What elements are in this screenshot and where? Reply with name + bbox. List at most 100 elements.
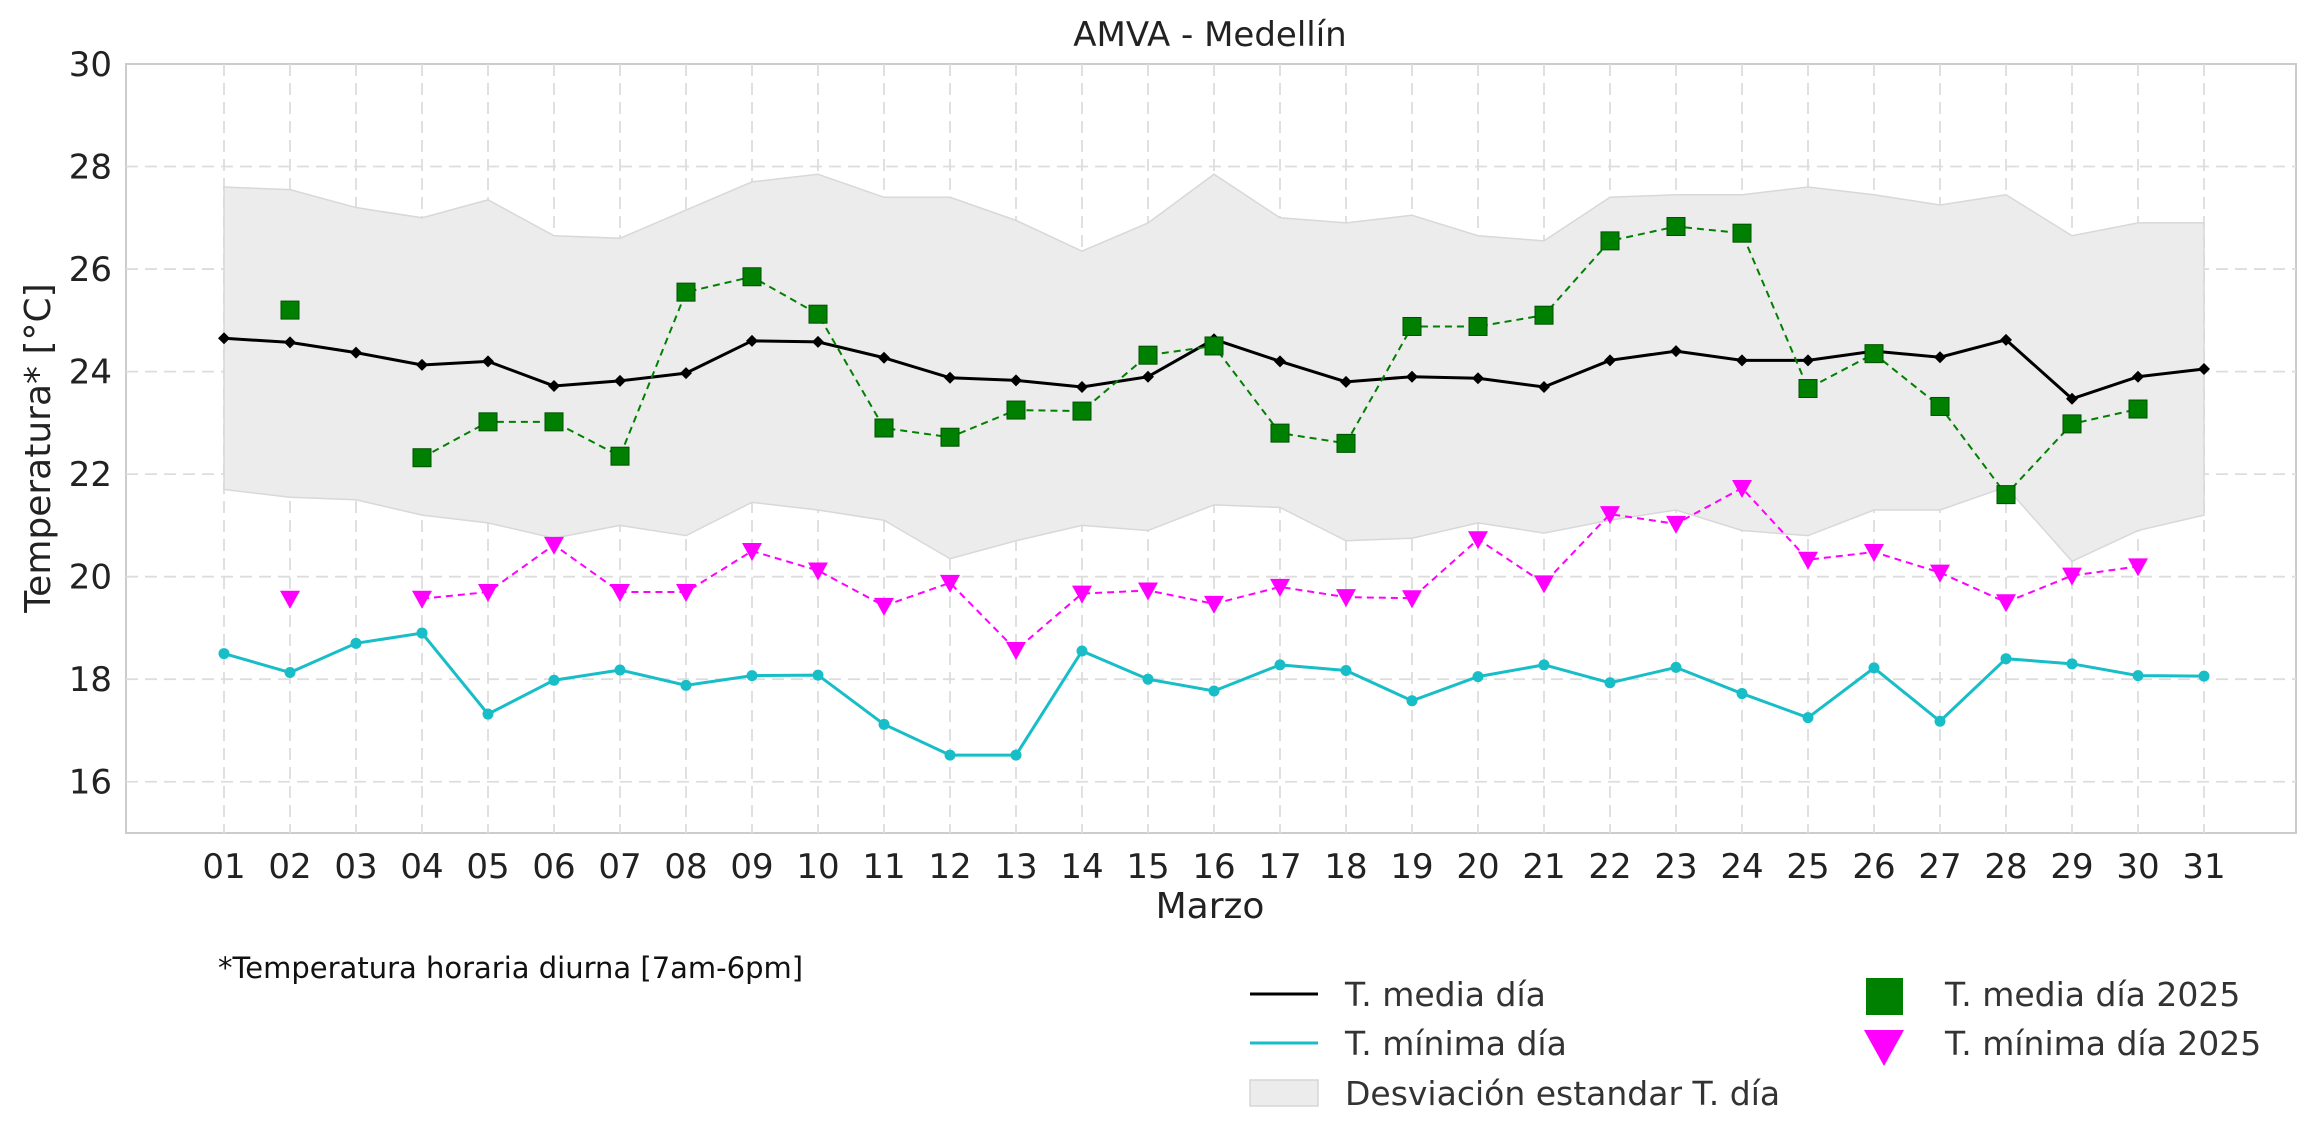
x-tick-label: 04 (400, 847, 443, 887)
data-point (1274, 355, 1286, 368)
data-point (548, 379, 560, 392)
data-point (746, 334, 758, 347)
series-layer (218, 217, 2210, 761)
footnote: *Temperatura horaria diurna [7am-6pm] (218, 951, 803, 985)
data-point (1006, 400, 1026, 420)
data-point (944, 371, 956, 384)
x-tick-label: 25 (1786, 847, 1829, 887)
series-1 (218, 627, 2210, 761)
x-tick-label: 03 (334, 847, 377, 887)
data-point (2062, 567, 2082, 586)
y-tick-label: 30 (69, 45, 112, 85)
data-point (1934, 351, 1946, 364)
y-tick-label: 18 (69, 660, 112, 700)
data-point (1010, 749, 1022, 761)
data-point (1600, 231, 1620, 251)
data-point (1142, 370, 1154, 383)
data-point (1736, 354, 1748, 367)
data-point (1138, 345, 1158, 365)
data-point (1402, 316, 1422, 336)
data-point (2132, 370, 2144, 383)
x-tick-label: 16 (1192, 847, 1235, 887)
data-point (2132, 670, 2144, 682)
data-point (1534, 305, 1554, 325)
data-point (940, 427, 960, 447)
data-point (1138, 582, 1158, 601)
y-tick-label: 26 (69, 250, 112, 290)
y-tick-label: 22 (69, 455, 112, 495)
data-point (1864, 544, 1884, 563)
x-tick-label: 27 (1918, 847, 1961, 887)
y-tick-label: 28 (69, 148, 112, 188)
data-point (746, 670, 758, 682)
data-point (1472, 372, 1484, 385)
x-tick-label: 22 (1588, 847, 1631, 887)
x-tick-label: 30 (2116, 847, 2159, 887)
x-tick-label: 23 (1654, 847, 1697, 887)
series-line (421, 486, 2139, 652)
x-tick-label: 29 (2050, 847, 2093, 887)
data-point (1072, 585, 1092, 604)
x-tick-label: 10 (796, 847, 839, 887)
data-point (1736, 688, 1748, 700)
data-point (478, 584, 498, 603)
data-point (2198, 670, 2210, 682)
series-2 (280, 217, 2148, 505)
std-band-layer (223, 173, 2205, 563)
legend-label-minima-2025: T. mínima día 2025 (1944, 1024, 2261, 1063)
data-point (1802, 712, 1814, 724)
legend-label-media: T. media día (1344, 975, 1546, 1014)
data-point (1076, 380, 1088, 393)
data-point (1274, 659, 1286, 671)
x-tick-label: 17 (1258, 847, 1301, 887)
x-tick-label: 06 (532, 847, 575, 887)
data-point (1468, 316, 1488, 336)
data-point (676, 584, 696, 603)
legend-label-minima: T. mínima día (1344, 1024, 1567, 1063)
data-point (614, 374, 626, 387)
data-point (1802, 354, 1814, 367)
x-tick-label: 08 (664, 847, 707, 887)
data-point (1340, 375, 1352, 388)
data-point (1666, 217, 1686, 237)
x-tick-label: 12 (928, 847, 971, 887)
data-point (2128, 558, 2148, 577)
data-point (2062, 414, 2082, 434)
data-point (2198, 363, 2210, 376)
x-tick-label: 24 (1720, 847, 1763, 887)
data-point (2000, 653, 2012, 665)
data-point (548, 674, 560, 686)
y-tick-labels: 16 18 20 22 24 26 28 30 (69, 45, 112, 803)
data-point (1406, 695, 1418, 707)
data-point (218, 332, 230, 345)
data-point (1076, 645, 1088, 657)
data-point (2000, 333, 2012, 346)
series-3 (280, 479, 2148, 660)
data-point (874, 597, 894, 616)
data-point (478, 412, 498, 432)
data-point (412, 590, 432, 609)
y-tick-label: 16 (69, 763, 112, 803)
data-point (412, 448, 432, 468)
data-point (676, 282, 696, 302)
data-point (680, 367, 692, 380)
x-tick-label: 20 (1456, 847, 1499, 887)
data-point (218, 648, 230, 660)
data-point (878, 351, 890, 364)
data-point (284, 336, 296, 349)
std-band (223, 173, 2205, 563)
x-tick-label: 11 (862, 847, 905, 887)
data-point (544, 536, 564, 555)
data-point (874, 418, 894, 438)
data-point (614, 664, 626, 676)
data-point (1402, 590, 1422, 609)
data-point (1996, 485, 2016, 505)
data-point (1666, 515, 1686, 534)
data-point (1732, 223, 1752, 243)
y-tick-label: 20 (69, 558, 112, 598)
data-point (1670, 345, 1682, 358)
x-tick-label: 19 (1390, 847, 1433, 887)
legend-label-media-2025: T. media día 2025 (1944, 975, 2240, 1014)
data-point (1006, 641, 1026, 660)
